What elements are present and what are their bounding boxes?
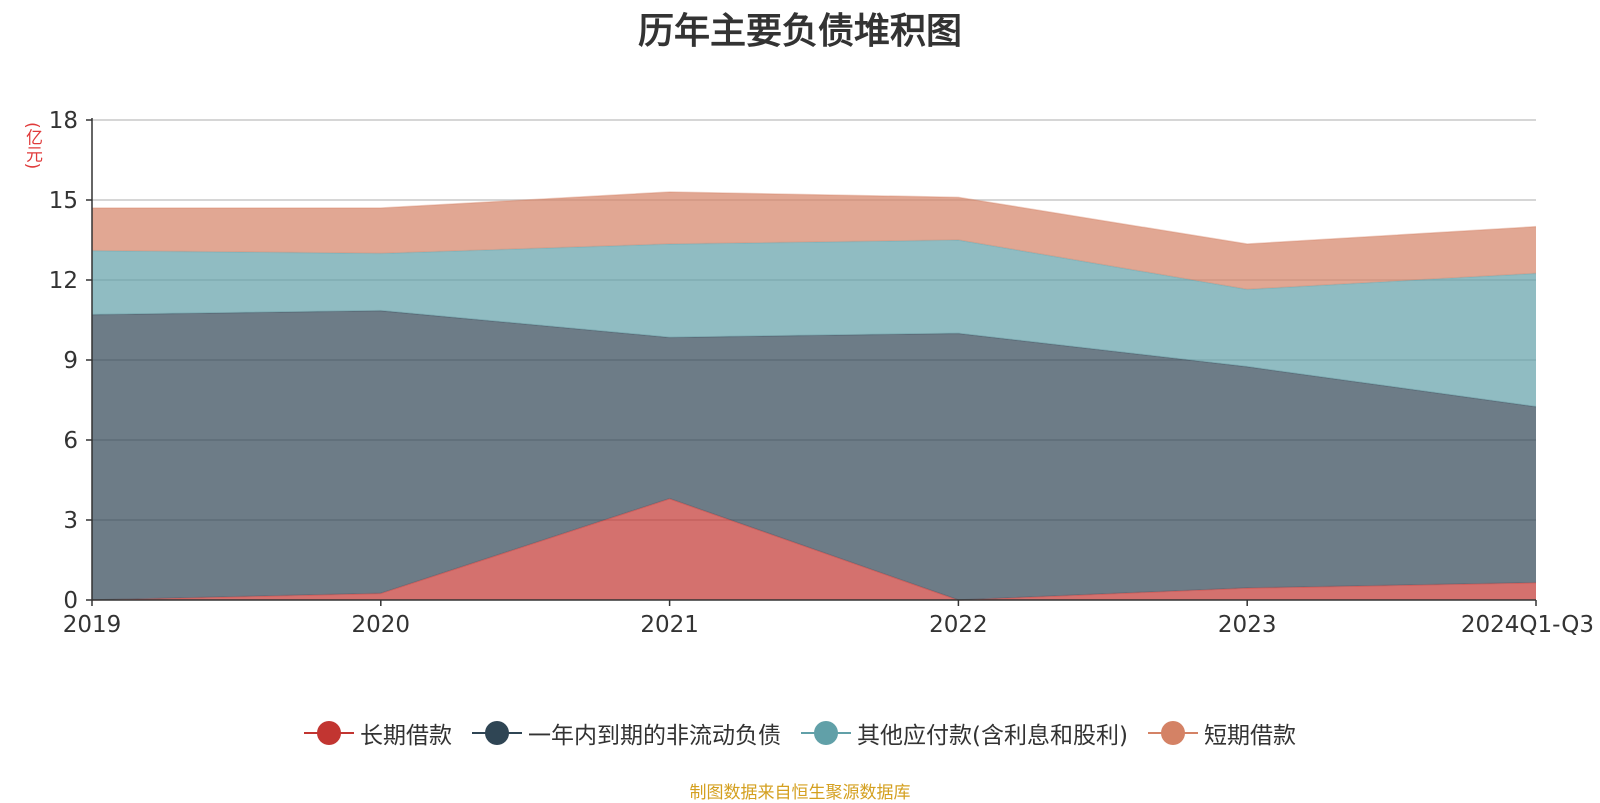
x-tick-label: 2021 — [640, 612, 699, 638]
x-tick-label: 2019 — [63, 612, 122, 638]
legend-marker-icon — [1147, 721, 1198, 745]
area-series-3 — [92, 192, 1536, 290]
legend-item-3[interactable]: 短期借款 — [1147, 716, 1296, 750]
x-tick-label: 2023 — [1218, 612, 1277, 638]
legend: 长期借款 一年内到期的非流动负债 其他应付款(含利息和股利) 短期借款 — [0, 716, 1600, 750]
legend-item-0[interactable]: 长期借款 — [304, 716, 452, 750]
legend-item-1[interactable]: 一年内到期的非流动负债 — [472, 716, 781, 750]
y-tick-label: 3 — [63, 508, 78, 534]
chart-title: 历年主要负债堆积图 — [637, 11, 962, 52]
legend-item-2[interactable]: 其他应付款(含利息和股利) — [801, 716, 1128, 750]
legend-label: 其他应付款(含利息和股利) — [857, 723, 1128, 749]
y-tick-label: 0 — [63, 588, 78, 614]
area-top-line-3 — [92, 191, 1537, 245]
y-axis-unit-label: (亿元) — [22, 122, 42, 170]
legend-label: 短期借款 — [1203, 723, 1296, 749]
y-tick-label: 15 — [49, 188, 78, 214]
area-series-1 — [92, 310, 1536, 600]
area-series-0 — [92, 498, 1536, 600]
y-tick-label: 9 — [63, 348, 78, 374]
x-tick-label: 2022 — [929, 612, 988, 638]
legend-label: 长期借款 — [360, 723, 453, 749]
x-tick-label: 2020 — [352, 612, 411, 638]
y-tick-label: 18 — [49, 108, 78, 134]
y-tick-label: 12 — [49, 268, 78, 294]
legend-label: 一年内到期的非流动负债 — [528, 723, 782, 749]
legend-marker-icon — [304, 721, 355, 745]
area-series-2 — [92, 240, 1536, 407]
y-tick-label: 6 — [63, 428, 78, 454]
series-areas — [91, 191, 1537, 601]
x-tick-label: 2024Q1-Q3 — [1461, 612, 1594, 638]
source-note: 制图数据来自恒生聚源数据库 — [689, 783, 911, 803]
legend-marker-icon — [472, 721, 523, 745]
axes: 0 3 6 9 12 15 18 2019 2020 2021 2022 2023 2024Q1-Q3 — [49, 108, 1594, 638]
legend-marker-icon — [801, 721, 852, 745]
